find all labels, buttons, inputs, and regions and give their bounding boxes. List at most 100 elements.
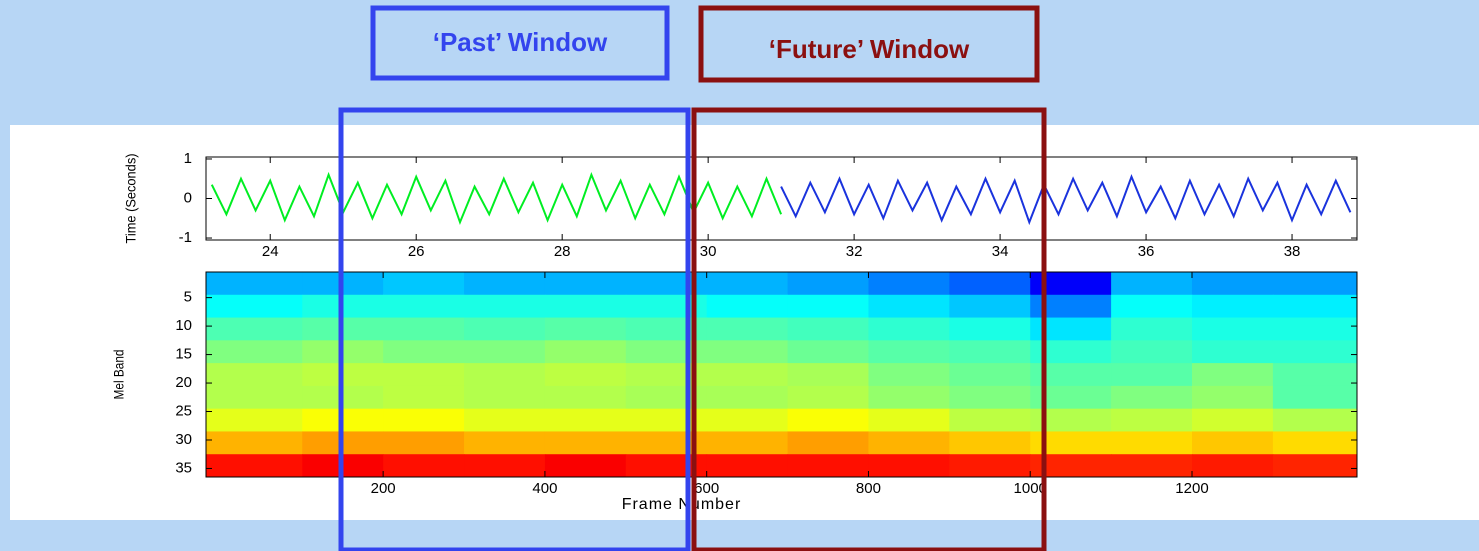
heatmap-cell bbox=[1111, 454, 1192, 477]
heatmap-cell bbox=[949, 318, 1030, 341]
heatmap-cell bbox=[383, 340, 464, 363]
heatmap-cell bbox=[1111, 295, 1192, 318]
future-window-label: ‘Future’ Window bbox=[769, 34, 970, 64]
y-axis-label: Time (Seconds) bbox=[123, 154, 139, 244]
heatmap-cell bbox=[949, 295, 1030, 318]
heatmap-cell bbox=[383, 363, 464, 386]
y-tick-label: 10 bbox=[175, 317, 192, 334]
heatmap-cell bbox=[868, 318, 949, 341]
x-tick-label: 34 bbox=[992, 243, 1009, 260]
heatmap-cell bbox=[1273, 272, 1358, 295]
heatmap-cell bbox=[383, 295, 464, 318]
heatmap-cell bbox=[707, 363, 788, 386]
y-tick-label: -1 bbox=[179, 229, 192, 246]
heatmap-cell bbox=[949, 340, 1030, 363]
heatmap-cell bbox=[788, 340, 869, 363]
heatmap-cell bbox=[545, 318, 626, 341]
heatmap-cell bbox=[1111, 386, 1192, 409]
heatmap-cell bbox=[545, 272, 626, 295]
heatmap-cell bbox=[707, 318, 788, 341]
heatmap-cell bbox=[206, 340, 303, 363]
heatmap-cell bbox=[545, 363, 626, 386]
heatmap-cell bbox=[545, 454, 626, 477]
y-tick-label: 25 bbox=[175, 402, 192, 419]
heatmap-cell bbox=[206, 295, 303, 318]
heatmap-cell bbox=[788, 386, 869, 409]
x-tick-label: 1200 bbox=[1175, 480, 1208, 497]
heatmap-cell bbox=[949, 409, 1030, 432]
heatmap-cell bbox=[1273, 431, 1358, 454]
heatmap-cell bbox=[788, 363, 869, 386]
heatmap-cell bbox=[1111, 363, 1192, 386]
heatmap-cell bbox=[464, 363, 545, 386]
heatmap-cell bbox=[949, 272, 1030, 295]
heatmap-cell bbox=[788, 409, 869, 432]
x-tick-label: 200 bbox=[371, 480, 396, 497]
heatmap-cell bbox=[868, 295, 949, 318]
x-tick-label: 36 bbox=[1138, 243, 1155, 260]
x-tick-label: 24 bbox=[262, 243, 279, 260]
heatmap-cell bbox=[1111, 272, 1192, 295]
heatmap-cell bbox=[206, 431, 303, 454]
y-tick-label: 15 bbox=[175, 346, 192, 363]
heatmap-cell bbox=[464, 454, 545, 477]
heatmap-cell bbox=[949, 386, 1030, 409]
heatmap-cell bbox=[1273, 386, 1358, 409]
heatmap-cell bbox=[707, 431, 788, 454]
heatmap-cell bbox=[707, 272, 788, 295]
heatmap-cell bbox=[383, 454, 464, 477]
heatmap-cell bbox=[1192, 272, 1273, 295]
figure: 2426283032343638-101Time (Seconds)200400… bbox=[0, 0, 1479, 551]
heatmap-cell bbox=[383, 272, 464, 295]
heatmap-cell bbox=[1111, 431, 1192, 454]
heatmap-cell bbox=[868, 340, 949, 363]
heatmap-cell bbox=[206, 363, 303, 386]
heatmap-cell bbox=[206, 454, 303, 477]
heatmap-cell bbox=[1192, 454, 1273, 477]
heatmap-cell bbox=[1273, 454, 1358, 477]
heatmap-cell bbox=[868, 454, 949, 477]
heatmap-cell bbox=[868, 272, 949, 295]
x-tick-label: 32 bbox=[846, 243, 863, 260]
x-tick-label: 400 bbox=[532, 480, 557, 497]
heatmap-cell bbox=[707, 386, 788, 409]
heatmap-cell bbox=[707, 295, 788, 318]
heatmap-cell bbox=[868, 386, 949, 409]
heatmap-cell bbox=[1192, 295, 1273, 318]
heatmap-cell bbox=[545, 340, 626, 363]
heatmap-cell bbox=[1273, 295, 1358, 318]
heatmap-cell bbox=[1273, 409, 1358, 432]
heatmap-cell bbox=[464, 272, 545, 295]
heatmap-cell bbox=[464, 386, 545, 409]
heatmap-cell bbox=[545, 431, 626, 454]
x-tick-label: 30 bbox=[700, 243, 717, 260]
heatmap-cell bbox=[464, 340, 545, 363]
heatmap-cell bbox=[383, 409, 464, 432]
y-tick-label: 30 bbox=[175, 431, 192, 448]
heatmap-cell bbox=[1273, 363, 1358, 386]
heatmap-cell bbox=[1111, 318, 1192, 341]
heatmap-cell bbox=[206, 386, 303, 409]
heatmap-cell bbox=[464, 318, 545, 341]
heatmap-cell bbox=[868, 409, 949, 432]
y-tick-label: 5 bbox=[184, 289, 192, 306]
y-axis-label: Mel Band bbox=[111, 350, 127, 400]
y-tick-label: 35 bbox=[175, 459, 192, 476]
heatmap-cell bbox=[206, 318, 303, 341]
heatmap-cell bbox=[1273, 318, 1358, 341]
x-tick-label: 28 bbox=[554, 243, 571, 260]
heatmap-cell bbox=[206, 409, 303, 432]
heatmap-cell bbox=[383, 431, 464, 454]
heatmap-cell bbox=[1192, 318, 1273, 341]
x-tick-label: 38 bbox=[1284, 243, 1301, 260]
past-window-label: ‘Past’ Window bbox=[433, 27, 608, 57]
x-tick-label: 800 bbox=[856, 480, 881, 497]
heatmap-cell bbox=[788, 454, 869, 477]
heatmap-cell bbox=[545, 386, 626, 409]
heatmap-cell bbox=[464, 431, 545, 454]
heatmap-cell bbox=[1273, 340, 1358, 363]
heatmap-cell bbox=[1192, 386, 1273, 409]
heatmap-cell bbox=[464, 409, 545, 432]
heatmap-cell bbox=[788, 318, 869, 341]
heatmap-cell bbox=[868, 431, 949, 454]
